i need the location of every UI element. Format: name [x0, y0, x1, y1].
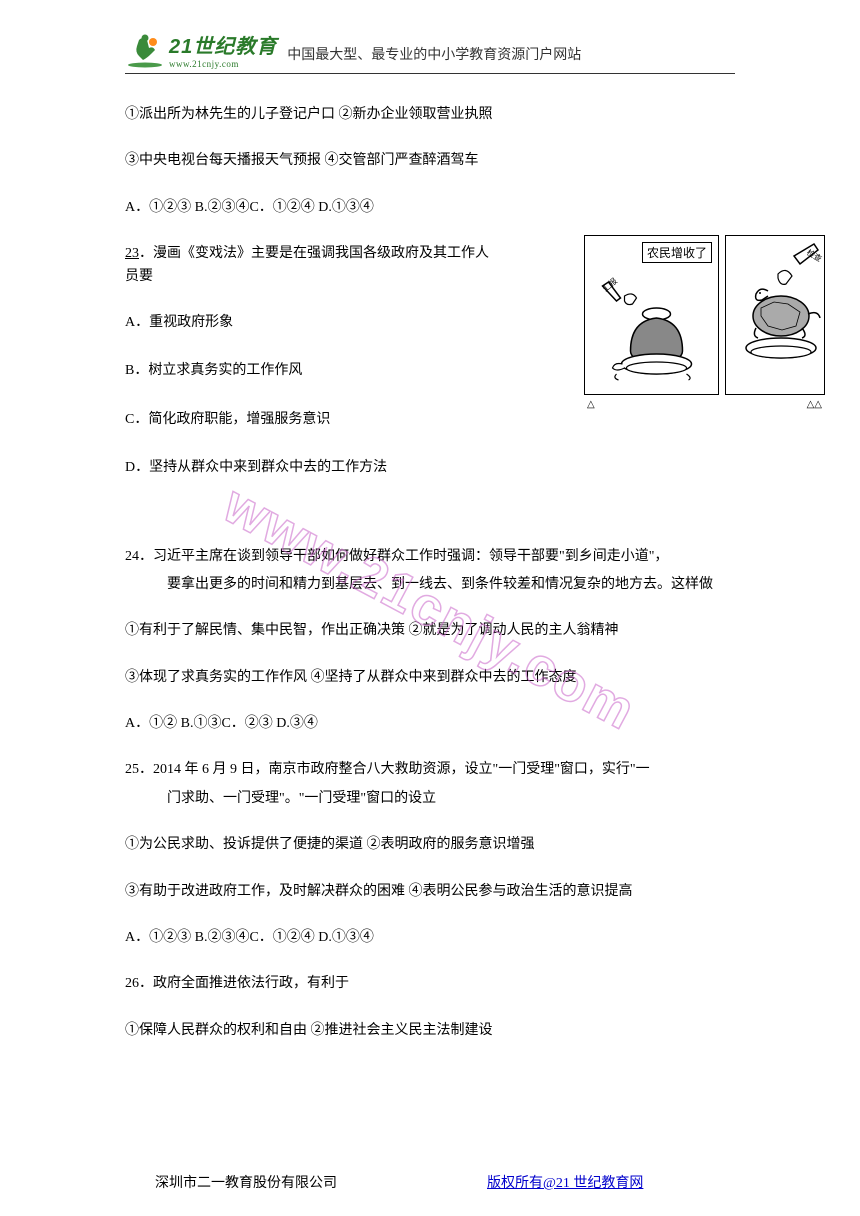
question-23: 23．漫画《变戏法》主要是在强调我国各级政府及其工作人员要 A．重视政府形象 B…	[125, 243, 735, 479]
q26-stem: 26．政府全面推进依法行政，有利于	[125, 973, 735, 995]
q22-statement-2: ③中央电视台每天播报天气预报 ④交管部门严查醉酒驾车	[125, 150, 735, 172]
triangle-mark: △	[587, 399, 595, 410]
q25-stem-line1: 25．2014 年 6 月 9 日，南京市政府整合八大救助资源，设立"一门受理"…	[125, 759, 735, 781]
svg-text:检查: 检查	[805, 247, 824, 264]
question-25: 25．2014 年 6 月 9 日，南京市政府整合八大救助资源，设立"一门受理"…	[125, 759, 735, 949]
q24-stem-line1: 24．习近平主席在谈到领导干部如何做好群众工作时强调：领导干部要"到乡间走小道"…	[125, 546, 735, 568]
header-slogan: 中国最大型、最专业的中小学教育资源门户网站	[287, 44, 581, 64]
page-content: 21世纪教育 www.21cnjy.com 中国最大型、最专业的中小学教育资源门…	[0, 0, 860, 1086]
logo-main-text: 21世纪教育	[169, 30, 277, 59]
q23-option-c: C．简化政府职能，增强服务意识	[125, 409, 495, 431]
footer-company: 深圳市二一教育股份有限公司	[125, 1172, 337, 1192]
q23-option-b: B．树立求真务实的工作作风	[125, 360, 495, 382]
q22-options: A．①②③ B.②③④C．①②④ D.①③④	[125, 197, 735, 219]
q25-options: A．①②③ B.②③④C．①②④ D.①③④	[125, 927, 735, 949]
q24-statement-1: ①有利于了解民情、集中民智，作出正确决策 ②就是为了调动人民的主人翁精神	[125, 620, 735, 642]
site-logo: 21世纪教育 www.21cnjy.com	[125, 30, 277, 69]
q26-statement-1: ①保障人民群众的权利和自由 ②推进社会主义民主法制建设	[125, 1020, 735, 1042]
q25-statement-1: ①为公民求助、投诉提供了便捷的渠道 ②表明政府的服务意识增强	[125, 834, 735, 856]
q24-statement-2: ③体现了求真务实的工作作风 ④坚持了从群众中来到群众中去的工作态度	[125, 667, 735, 689]
q24-options: A．①② B.①③C．②③ D.③④	[125, 713, 735, 735]
turtle-check-icon: 检查	[726, 236, 826, 396]
q23-number: 23	[125, 246, 139, 261]
q23-stem: 23．漫画《变戏法》主要是在强调我国各级政府及其工作人员要	[125, 243, 495, 288]
page-footer: 深圳市二一教育股份有限公司 版权所有@21 世纪教育网	[125, 1172, 800, 1192]
logo-runner-icon	[125, 32, 165, 68]
q23-option-a: A．重视政府形象	[125, 312, 495, 334]
svg-text:汇报: 汇报	[600, 276, 619, 294]
cartoon-images: 农民增收了 汇报 △ 检查	[584, 235, 825, 395]
logo-sub-text: www.21cnjy.com	[169, 59, 277, 69]
q25-statement-2: ③有助于改进政府工作，及时解决群众的困难 ④表明公民参与政治生活的意识提高	[125, 881, 735, 903]
q25-stem-line2: 门求助、一门受理"。"一门受理"窗口的设立	[125, 788, 735, 810]
q24-stem-line2: 要拿出更多的时间和精力到基层去、到一线去、到条件较差和情况复杂的地方去。这样做	[125, 574, 735, 596]
cartoon-frame-2: 检查 △△	[725, 235, 825, 395]
turtle-pot-icon: 汇报	[594, 256, 709, 386]
triangle-mark-double: △△	[807, 399, 822, 410]
page-header: 21世纪教育 www.21cnjy.com 中国最大型、最专业的中小学教育资源门…	[125, 30, 735, 74]
cartoon-frame-1: 农民增收了 汇报 △	[584, 235, 719, 395]
question-24: 24．习近平主席在谈到领导干部如何做好群众工作时强调：领导干部要"到乡间走小道"…	[125, 546, 735, 736]
footer-copyright-link[interactable]: 版权所有@21 世纪教育网	[487, 1172, 643, 1192]
question-26: 26．政府全面推进依法行政，有利于 ①保障人民群众的权利和自由 ②推进社会主义民…	[125, 973, 735, 1042]
q23-option-d: D．坚持从群众中来到群众中去的工作方法	[125, 457, 495, 479]
logo-text-block: 21世纪教育 www.21cnjy.com	[169, 30, 277, 69]
q22-statement-1: ①派出所为林先生的儿子登记户口 ②新办企业领取营业执照	[125, 104, 735, 126]
